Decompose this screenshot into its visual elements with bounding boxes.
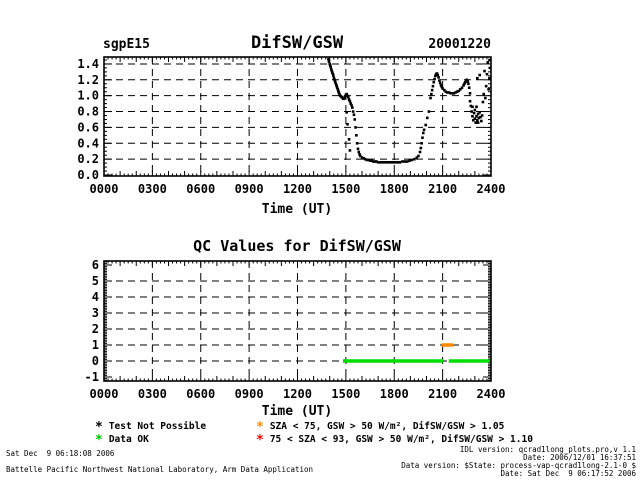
asterisk-marker-icon: *	[95, 433, 103, 448]
qc-chart-title: QC Values for DifSW/GSW	[193, 237, 401, 255]
svg-text:1.2: 1.2	[77, 73, 99, 87]
legend-label: 75 < SZA < 93, GSW > 50 W/m², DifSW/GSW …	[269, 434, 533, 445]
svg-text:0.0: 0.0	[77, 168, 99, 182]
legend-item-test-not-possible: * Test Not Possible	[95, 420, 207, 435]
x-tick-labels: 0000 0300 0600 0900 1200 1500 1800 2100 2400	[90, 387, 506, 401]
lab-attribution: Battelle Pacific Northwest National Labo…	[6, 465, 314, 474]
svg-text:0000: 0000	[90, 387, 119, 401]
top-chart-x-axis-label: Time (UT)	[261, 202, 333, 217]
svg-text:0.8: 0.8	[77, 105, 99, 119]
legend-label: SZA < 75, GSW > 50 W/m², DifSW/GSW > 1.0…	[269, 421, 505, 432]
svg-text:3: 3	[92, 306, 99, 320]
legend-label: Test Not Possible	[108, 421, 207, 432]
difsw_gsw-plot: 0000 0300 0600 0900 1200 1500 1800 2100 24000.00…	[77, 56, 506, 196]
svg-text:0600: 0600	[186, 182, 215, 196]
svg-text:6: 6	[92, 258, 99, 272]
data-version-date: Date: Sat Dec 9 06:17:52 2006	[500, 469, 636, 478]
y-tick-labels: -1 0 1 2 3 4 5 6	[85, 258, 99, 384]
asterisk-marker-icon: *	[95, 420, 103, 435]
legend-item-sza-75-93: * 75 < SZA < 93, GSW > 50 W/m², DifSW/GS…	[256, 433, 533, 448]
svg-text:1800: 1800	[380, 182, 409, 196]
svg-text:0.2: 0.2	[77, 152, 99, 166]
svg-text:-1: -1	[85, 370, 99, 384]
svg-text:2100: 2100	[428, 387, 457, 401]
svg-text:1.4: 1.4	[77, 57, 99, 71]
svg-text:1500: 1500	[331, 387, 360, 401]
svg-text:0300: 0300	[138, 182, 167, 196]
qc_values-plot: 0000 0300 0600 0900 1200 1500 1800 2100 2400 -1 0 1…	[85, 258, 506, 401]
gridlines	[104, 57, 491, 176]
svg-text:2400: 2400	[477, 387, 506, 401]
qc-segments	[342, 343, 490, 363]
svg-text:4: 4	[92, 290, 99, 304]
svg-text:1500: 1500	[331, 182, 360, 196]
legend-label: Data OK	[108, 434, 149, 445]
svg-text:1: 1	[92, 338, 99, 352]
svg-text:2: 2	[92, 322, 99, 336]
svg-text:0.4: 0.4	[77, 136, 99, 150]
date-label: 20001220	[428, 37, 491, 52]
svg-text:1200: 1200	[283, 387, 312, 401]
gridlines	[104, 261, 491, 381]
idl-version-text: IDL version: qcrad1long_plots.pro,v 1.1	[459, 445, 636, 454]
x-tick-labels: 0000 0300 0600 0900 1200 1500 1800 2100 2400	[90, 182, 506, 196]
axis-ticks	[104, 57, 491, 176]
svg-text:1200: 1200	[283, 182, 312, 196]
scatter-points	[327, 57, 492, 164]
svg-text:2100: 2100	[428, 182, 457, 196]
svg-text:0000: 0000	[90, 182, 119, 196]
legend-item-sza-lt-75: * SZA < 75, GSW > 50 W/m², DifSW/GSW > 1…	[256, 420, 505, 435]
legend-item-data-ok: * Data OK	[95, 433, 149, 448]
svg-text:0600: 0600	[186, 387, 215, 401]
svg-text:5: 5	[92, 274, 99, 288]
data-version-text: Data version: $State: process-vap-qcrad1…	[401, 461, 636, 470]
asterisk-marker-icon: *	[256, 420, 264, 435]
axis-ticks	[104, 261, 491, 381]
svg-text:0.6: 0.6	[77, 120, 99, 134]
svg-text:1.0: 1.0	[77, 89, 99, 103]
svg-text:0900: 0900	[235, 387, 264, 401]
asterisk-marker-icon: *	[256, 433, 264, 448]
y-tick-labels: 0.0 0.2 0.4 0.60.8 1.0 1.2 1.4	[77, 57, 99, 182]
top-chart-title: DifSW/GSW	[250, 33, 344, 53]
creation-timestamp: Sat Dec 9 06:18:08 2006	[6, 449, 115, 458]
svg-text:0300: 0300	[138, 387, 167, 401]
svg-text:0900: 0900	[235, 182, 264, 196]
qc-chart-x-axis-label: Time (UT)	[261, 404, 333, 419]
site-label: sgpE15	[103, 37, 150, 52]
idl-version-date: Date: 2006/12/01 16:37:51	[523, 453, 636, 462]
svg-text:0: 0	[92, 354, 99, 368]
svg-text:1800: 1800	[380, 387, 409, 401]
svg-text:2400: 2400	[477, 182, 506, 196]
